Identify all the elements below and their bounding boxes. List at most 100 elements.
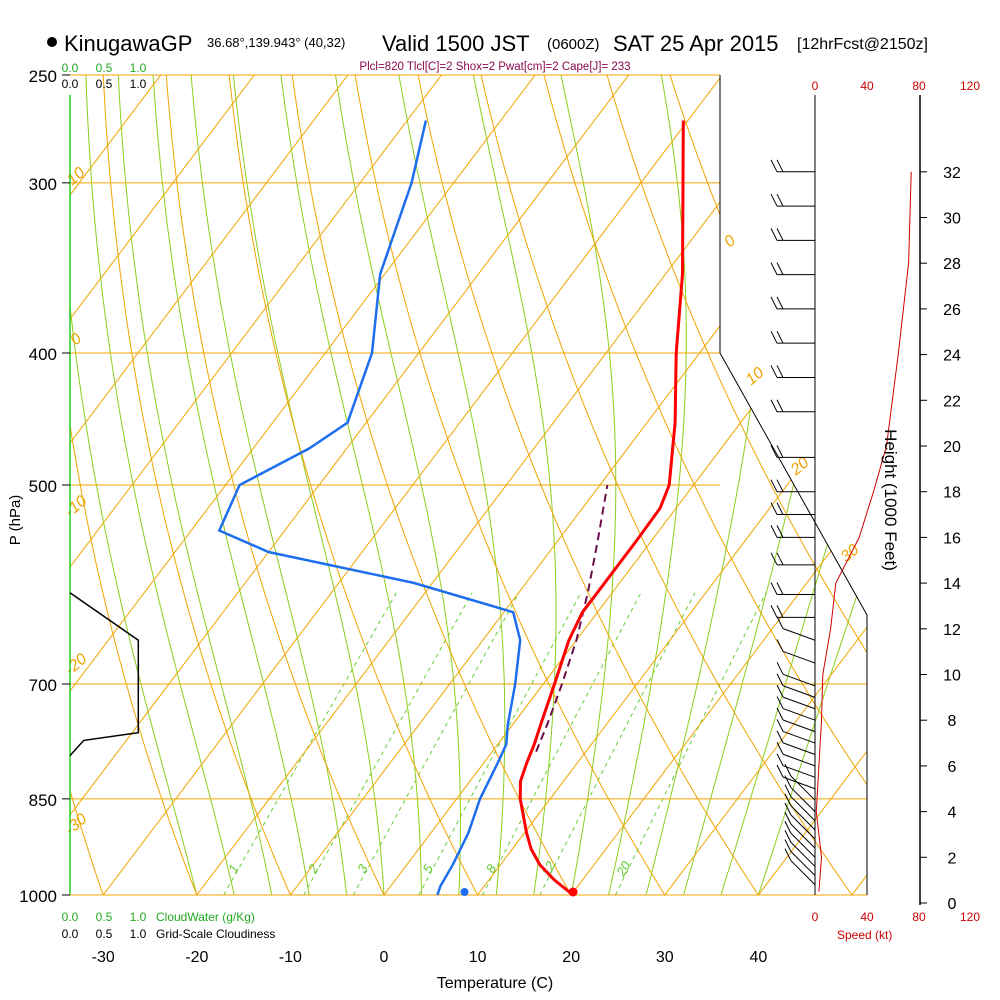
wind-barb <box>790 805 816 831</box>
wind-barb-feather <box>770 296 778 310</box>
dry-adiabat-label: 10 <box>64 164 89 189</box>
height-tick-label: 14 <box>943 576 961 593</box>
cloudiness-tick-top: 1.0 <box>130 77 147 91</box>
wind-barb-feather <box>784 793 792 807</box>
wind-barb <box>782 685 816 698</box>
wind-barb-feather <box>776 719 784 732</box>
pressure-tick-label: 1000 <box>19 887 57 906</box>
isotherms <box>70 75 867 895</box>
isotherm-line <box>829 75 867 895</box>
wind-speed-line <box>815 171 912 892</box>
pressure-tick-label: 850 <box>29 791 57 810</box>
pressure-tick-label: 700 <box>29 676 57 695</box>
height-tick-label: 26 <box>943 302 961 319</box>
wind-barb-feather <box>776 262 784 275</box>
surface-temperature-point <box>568 887 578 897</box>
mixing-ratio-label: 20 <box>613 858 634 880</box>
wind-barb-feather <box>776 399 784 412</box>
moist-adiabat-line <box>147 75 310 895</box>
wind-barb <box>782 628 816 641</box>
moist-adiabat-line <box>84 75 235 895</box>
valid-time: Valid 1500 JST <box>382 31 530 56</box>
dry-adiabat-line <box>277 75 589 895</box>
height-axis-label: Height (1000 Feet) <box>881 429 900 571</box>
height-tick-label: 30 <box>943 211 961 228</box>
mixing-ratio-line <box>418 592 582 895</box>
height-tick-label: 4 <box>948 805 957 822</box>
mixing-ratio-label: 1 <box>225 862 242 876</box>
speed-tick-top: 0 <box>812 79 819 93</box>
height-tick-label: 0 <box>948 896 957 913</box>
cloudiness-tick-top: 0.0 <box>62 77 79 91</box>
height-tick-label: 24 <box>943 348 961 365</box>
mixing-ratio-line <box>614 592 767 895</box>
moist-adiabat-line <box>757 75 867 895</box>
cloudiness-tick-bottom: 0.5 <box>96 927 113 941</box>
height-tick-label: 6 <box>948 759 957 776</box>
temperature-tick-label: 20 <box>562 949 580 966</box>
dry-adiabat-line <box>218 75 494 895</box>
mixing-ratio-label: 8 <box>483 861 500 875</box>
wind-barb <box>782 776 816 790</box>
dry-adiabat-label: -30 <box>62 811 91 839</box>
dry-adiabat-label: 30 <box>838 541 863 566</box>
wind-barb-feather <box>776 445 784 458</box>
wind-barb-feather <box>776 193 784 207</box>
dry-adiabat-line <box>454 75 867 895</box>
isotherm-line <box>642 75 867 895</box>
wind-barb-feather <box>784 848 792 861</box>
cloudwater-label: CloudWater (g/Kg) <box>156 910 255 924</box>
dry-adiabat-line <box>690 75 867 895</box>
wind-barb-feather <box>776 616 784 629</box>
isotherm-line <box>361 75 867 895</box>
dry-adiabats <box>0 0 867 924</box>
wind-barb <box>790 796 816 822</box>
dewpoint-trace <box>217 120 522 895</box>
wind-barb <box>790 851 816 876</box>
height-tick-label: 32 <box>943 165 961 182</box>
moist-adiabat-line <box>183 75 348 895</box>
speed-label: Speed (kt) <box>837 928 892 942</box>
wind-barb <box>782 696 816 710</box>
wind-barb <box>790 860 816 886</box>
wind-barb <box>782 765 816 778</box>
height-tick-label: 20 <box>943 439 961 456</box>
wind-barb-feather <box>776 296 784 310</box>
cloudiness-tick-bottom: 1.0 <box>130 927 147 941</box>
wind-barb-feather <box>776 662 784 675</box>
dry-adiabat-line <box>631 75 867 895</box>
moist-adiabat-line <box>70 75 198 895</box>
wind-barb <box>782 673 816 687</box>
temperature-trace <box>518 120 685 895</box>
wind-barb-feather <box>770 479 778 492</box>
height-tick-label: 28 <box>943 256 961 273</box>
isotherm-line <box>70 75 261 895</box>
wind-barb-feather <box>770 525 778 538</box>
temperature-tick-label: 40 <box>750 949 768 966</box>
moist-adiabat-line <box>319 75 461 895</box>
temperature-tick-label: 0 <box>380 949 389 966</box>
wind-barb-feather <box>776 525 784 538</box>
wind-barb-feather <box>784 839 792 852</box>
mixing-ratio-label: 2 <box>304 861 321 876</box>
cloudiness-label: Grid-Scale Cloudiness <box>156 927 275 941</box>
cloudwater-tick-bottom: 0.0 <box>62 910 79 924</box>
isotherm-line <box>549 75 867 895</box>
wind-barb <box>790 842 816 867</box>
wind-barb-feather <box>770 262 778 275</box>
cloudwater-tick-top: 1.0 <box>130 61 147 75</box>
dry-adiabat-line <box>0 0 19 924</box>
cloudwater-ticks: 0.0 0.0 0.5 0.5 1.0 1.0 0.0 0.0 0.5 0.5 1.0 1.0 <box>62 61 147 941</box>
isotherm-line <box>70 75 74 895</box>
speed-tick-bottom: 80 <box>912 910 926 924</box>
wind-speed-profile <box>815 171 912 892</box>
wind-barb <box>790 823 816 849</box>
temperature-tick-label: -30 <box>92 949 115 966</box>
temperature-tick-label: 30 <box>656 949 674 966</box>
wind-barb-feather <box>770 445 778 458</box>
forecast-info: [12hrFcst@2150z] <box>797 36 928 53</box>
mixing-ratio-label: 5 <box>419 861 436 875</box>
wind-barb-feather <box>770 605 778 618</box>
